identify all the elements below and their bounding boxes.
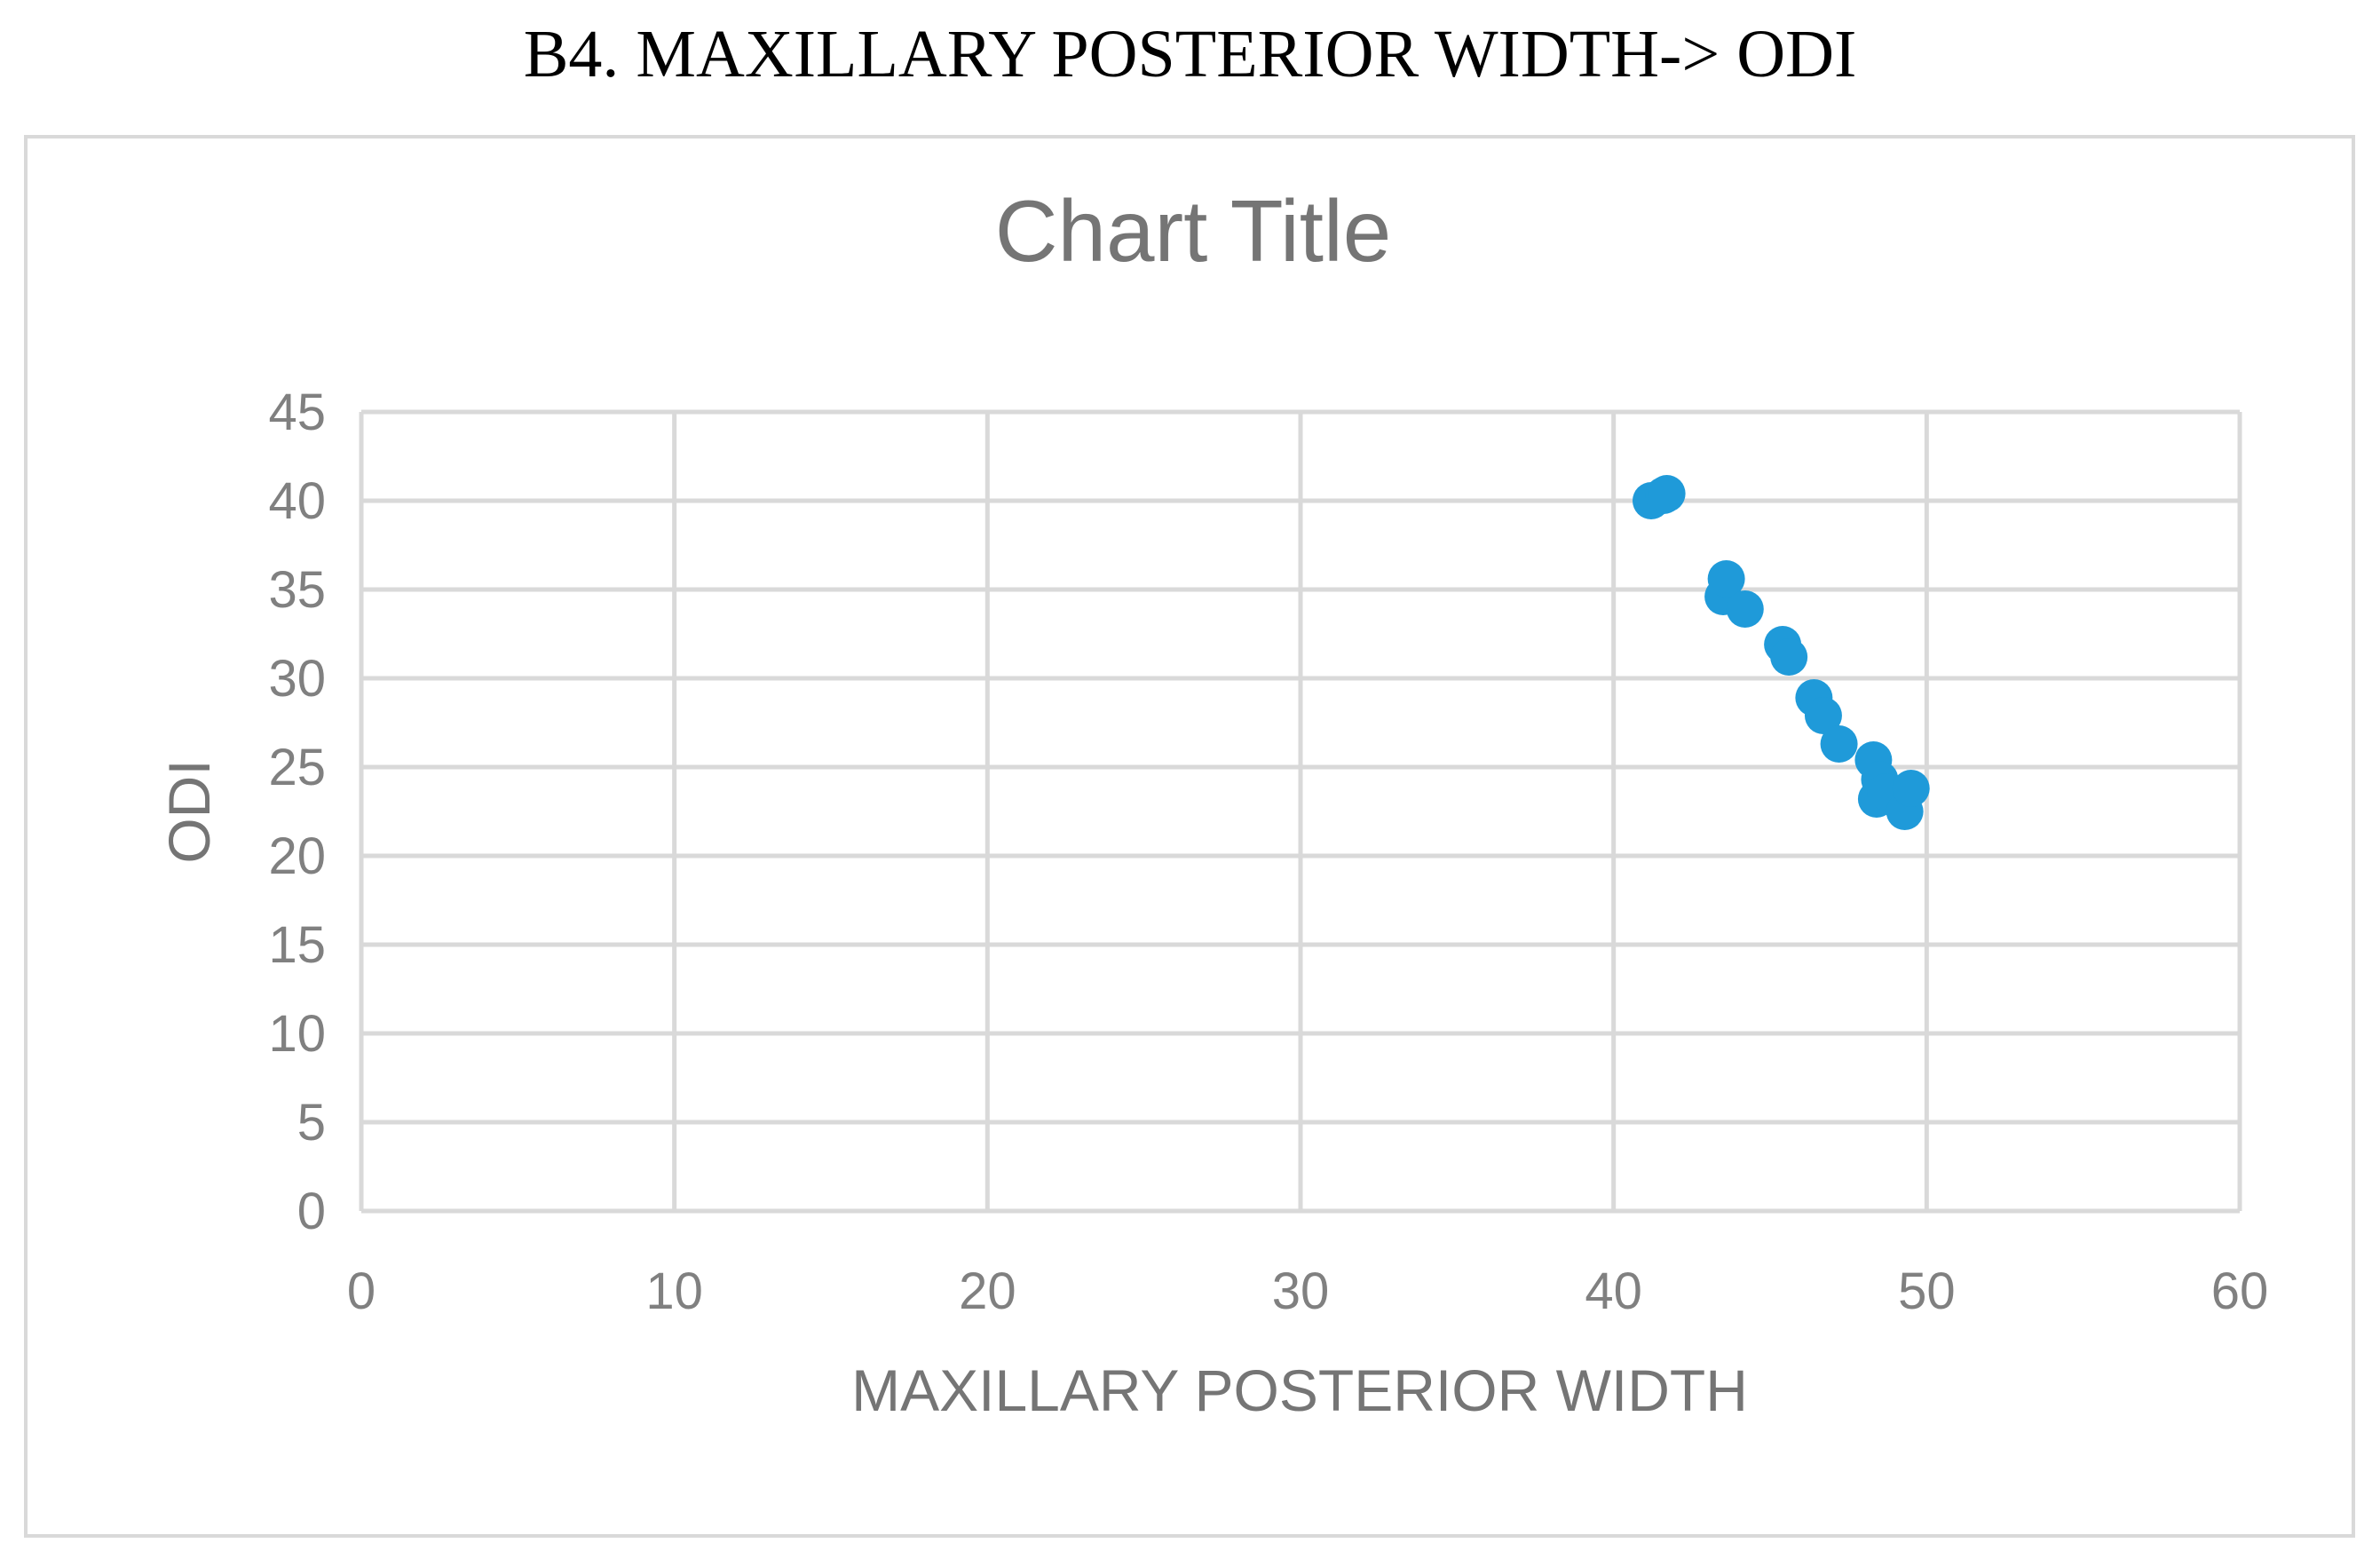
y-tick-label-8: 40: [268, 472, 326, 530]
y-tick-label-2: 10: [268, 1005, 326, 1063]
gridlines: [359, 409, 2242, 1214]
y-tick-label-7: 35: [268, 561, 326, 619]
figure-heading: B4. MAXILLARY POSTERIOR WIDTH-> ODI: [523, 17, 1857, 91]
y-tick-label-0: 0: [297, 1183, 326, 1240]
y-tick-label-4: 20: [268, 827, 326, 885]
y-tick-label-6: 30: [268, 650, 326, 708]
y-tick-label-1: 5: [297, 1094, 326, 1151]
data-point-0-5: [1726, 590, 1764, 628]
x-tick-label-4: 40: [1585, 1262, 1642, 1320]
x-tick-label-0: 0: [347, 1262, 376, 1320]
x-tick-label-1: 10: [645, 1262, 703, 1320]
chart-frame: Chart Title 0 10 20 30 40 50 60 0 5 10 15 20 25 30 35 4…: [24, 135, 2355, 1538]
data-point-0-16: [1892, 770, 1930, 807]
data-points: [1632, 475, 1930, 830]
data-point-0-7: [1770, 638, 1808, 676]
x-tick-label-5: 50: [1898, 1262, 1956, 1320]
data-point-0-4: [1707, 560, 1745, 597]
scatter-chart: Chart Title 0 10 20 30 40 50 60 0 5 10 15 20 25 30 35 4…: [156, 182, 2268, 1423]
x-axis-title: MAXILLARY POSTERIOR WIDTH: [851, 1357, 1748, 1423]
x-tick-label-6: 60: [2211, 1262, 2269, 1320]
data-point-0-2: [1648, 475, 1686, 512]
y-tick-label-3: 15: [268, 916, 326, 974]
data-point-0-9: [1804, 697, 1842, 734]
data-point-0-10: [1820, 725, 1858, 763]
y-tick-label-9: 45: [268, 384, 326, 441]
x-tick-label-3: 30: [1272, 1262, 1330, 1320]
y-axis-title: ODI: [156, 759, 222, 863]
chart-title: Chart Title: [995, 182, 1392, 280]
x-tick-label-2: 20: [959, 1262, 1016, 1320]
y-tick-label-5: 25: [268, 739, 326, 796]
tick-labels: 0 10 20 30 40 50 60 0 5 10 15 20 25 30 35 40 45: [268, 384, 2268, 1320]
